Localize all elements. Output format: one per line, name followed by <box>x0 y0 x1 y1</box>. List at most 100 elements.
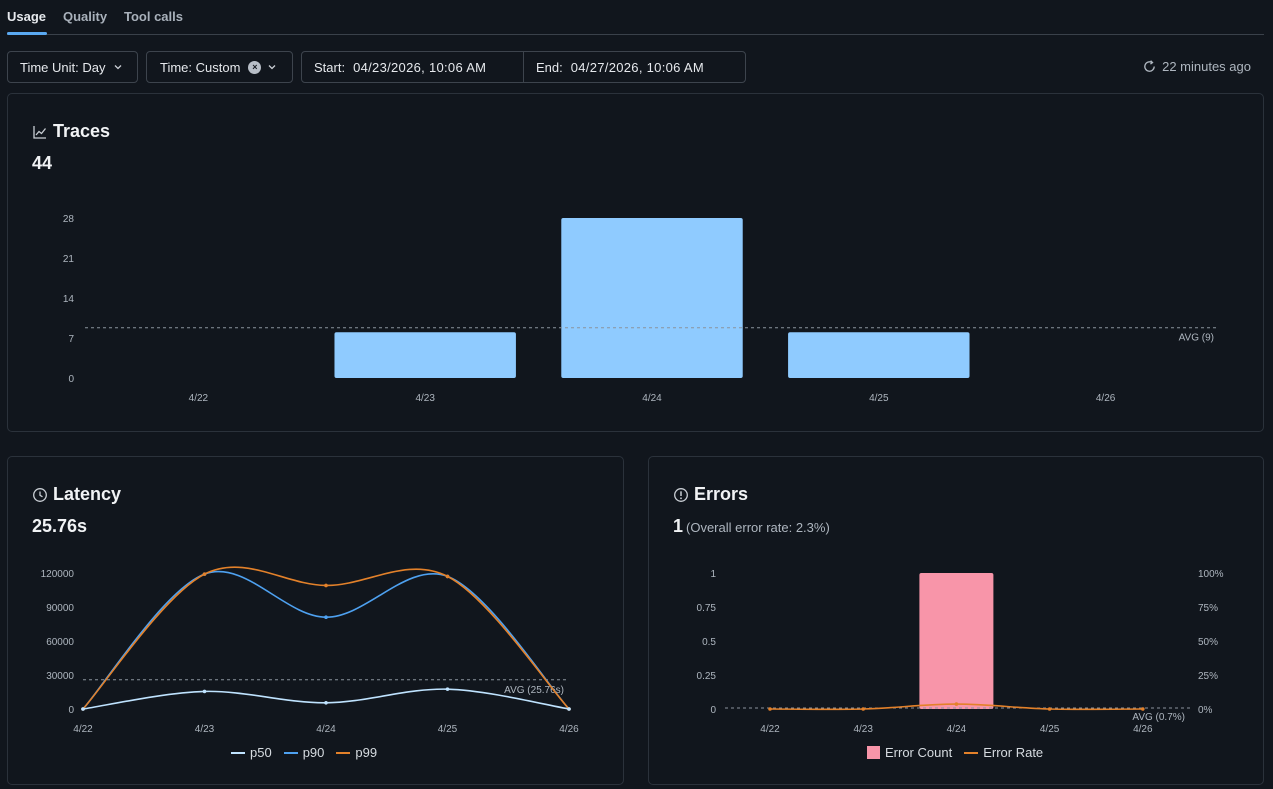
error-rate-summary: (Overall error rate: 2.3%) <box>686 520 830 535</box>
average-label: AVG (0.7%) <box>1132 712 1185 723</box>
errors-title-text: Errors <box>694 484 749 504</box>
series-line-p90 <box>82 570 570 710</box>
y-tick-label: 30000 <box>46 671 74 682</box>
data-point-p99 <box>445 574 450 579</box>
legend-label: p50 <box>250 745 272 760</box>
y2-tick-label: 0% <box>1198 705 1213 716</box>
alert-circle-icon <box>674 487 688 502</box>
latency-legend: p50 p90 p99 <box>231 745 377 760</box>
data-point-p99 <box>324 583 328 588</box>
y-tick-label: 120000 <box>41 569 75 580</box>
data-point-p50 <box>445 687 450 691</box>
data-point-error-rate <box>1047 707 1052 711</box>
tab-quality[interactable]: Quality <box>63 9 108 24</box>
x-tick-label: 4/25 <box>438 724 458 735</box>
latency-card: Latency 25.76s 0 30000 60000 90000 120000 4/2… <box>7 456 624 785</box>
y-tick-label: 90000 <box>46 603 74 614</box>
y-tick-label: 0 <box>710 705 716 716</box>
data-point-p50 <box>81 707 85 711</box>
end-label: End: <box>536 59 563 75</box>
legend-line-swatch <box>231 751 245 754</box>
time-range-label: Time: Custom <box>160 59 241 75</box>
refresh-button[interactable]: 22 minutes ago <box>1142 59 1251 74</box>
data-point-error-rate <box>954 702 959 706</box>
y-tick-label: 0 <box>68 705 74 716</box>
tab-tool-calls[interactable]: Tool calls <box>124 9 183 24</box>
errors-legend: Error Count Error Rate <box>867 745 1043 760</box>
series-line-p99 <box>82 566 570 710</box>
legend-label: Error Rate <box>983 745 1044 760</box>
legend-p99[interactable]: p99 <box>336 745 377 760</box>
start-label: Start: <box>314 59 346 75</box>
y2-tick-label: 25% <box>1198 671 1218 682</box>
y-tick-label: 7 <box>68 334 74 345</box>
bar <box>561 218 743 378</box>
x-tick-label: 4/24 <box>316 724 336 735</box>
time-range-select[interactable]: Time: Custom × <box>146 51 293 83</box>
legend-p90[interactable]: p90 <box>283 745 325 760</box>
x-tick-label: 4/22 <box>73 724 93 735</box>
average-label: AVG (25.76s) <box>504 685 564 696</box>
traces-title-text: Traces <box>53 121 111 141</box>
chevron-down-icon <box>268 65 276 70</box>
legend-p50[interactable]: p50 <box>231 745 272 760</box>
traces-title: Traces <box>32 121 110 142</box>
start-value: 04/23/2026, 10:06 AM <box>353 59 487 75</box>
series-line-p50 <box>82 688 570 710</box>
errors-total: 1 (Overall error rate: 2.3%) <box>673 516 830 537</box>
x-tick-label: 4/26 <box>559 724 579 735</box>
last-refreshed-text: 22 minutes ago <box>1162 59 1251 74</box>
time-unit-label: Time Unit: Day <box>20 59 106 75</box>
end-value: 04/27/2026, 10:06 AM <box>570 59 704 75</box>
line-chart-icon <box>33 125 47 139</box>
x-tick-label: 4/24 <box>642 393 662 404</box>
chevron-down-icon <box>115 65 122 70</box>
y2-tick-label: 75% <box>1198 603 1218 614</box>
y2-tick-label: 100% <box>1198 569 1224 580</box>
x-tick-label: 4/25 <box>869 393 889 404</box>
traces-chart: 0 7 14 21 28 4/22 4/23 4/24 4/25 4/26 AVG (9) <box>63 214 1219 404</box>
data-point-error-rate <box>1141 707 1145 711</box>
x-tick-label: 4/24 <box>947 724 967 735</box>
date-range-picker: Start: 04/23/2026, 10:06 AM End: 04/27/2… <box>301 51 746 83</box>
data-point-p99 <box>202 572 207 576</box>
x-tick-label: 4/26 <box>1096 393 1116 404</box>
start-date-field[interactable]: Start: 04/23/2026, 10:06 AM <box>302 52 524 82</box>
tab-usage[interactable]: Usage <box>7 9 47 24</box>
bar-error-count <box>919 573 994 709</box>
legend-line-swatch <box>964 751 979 754</box>
legend-box-swatch <box>867 746 880 759</box>
y-tick-label: 0.5 <box>702 637 716 648</box>
y-tick-label: 1 <box>710 569 716 580</box>
x-tick-label: 4/22 <box>189 393 209 404</box>
latency-chart: 0 30000 60000 90000 120000 4/22 4/23 4/24 4/25 4/… <box>41 566 579 735</box>
legend-error-count[interactable]: Error Count <box>867 745 952 760</box>
data-point-p90 <box>324 615 328 619</box>
tab-bar: Usage Quality Tool calls <box>7 0 1264 35</box>
x-tick-label: 4/26 <box>1133 724 1153 735</box>
end-date-field[interactable]: End: 04/27/2026, 10:06 AM <box>524 52 745 82</box>
time-unit-select[interactable]: Time Unit: Day <box>7 51 138 83</box>
clear-icon[interactable]: × <box>248 60 262 74</box>
traces-total: 44 <box>32 153 53 173</box>
legend-line-swatch <box>283 751 298 754</box>
y-tick-label: 60000 <box>46 637 74 648</box>
data-point-p50 <box>202 689 207 694</box>
latency-title: Latency <box>32 484 121 505</box>
x-tick-label: 4/23 <box>195 724 215 735</box>
legend-label: p90 <box>302 745 325 760</box>
legend-line-swatch <box>336 751 351 754</box>
refresh-icon <box>1144 60 1155 72</box>
errors-chart: 0 0.25 0.5 0.75 1 0% 25% 50% 75% 100% 4/22 4/23 4/24… <box>697 569 1224 735</box>
y2-tick-label: 50% <box>1198 637 1218 648</box>
errors-title: Errors <box>673 484 748 505</box>
traces-card: Traces 44 0 7 14 21 28 4/22 4/23 4/24 4/25 4/26 AV… <box>7 93 1264 432</box>
latency-value: 25.76s <box>32 516 88 536</box>
y-tick-label: 0 <box>68 374 74 385</box>
y-tick-label: 0.75 <box>697 603 717 614</box>
errors-card: Errors 1 (Overall error rate: 2.3%) 0 0.25… <box>648 456 1264 785</box>
y-tick-label: 28 <box>63 214 75 225</box>
legend-error-rate[interactable]: Error Rate <box>964 745 1043 760</box>
x-tick-label: 4/23 <box>853 724 873 735</box>
errors-count: 1 <box>673 516 684 536</box>
